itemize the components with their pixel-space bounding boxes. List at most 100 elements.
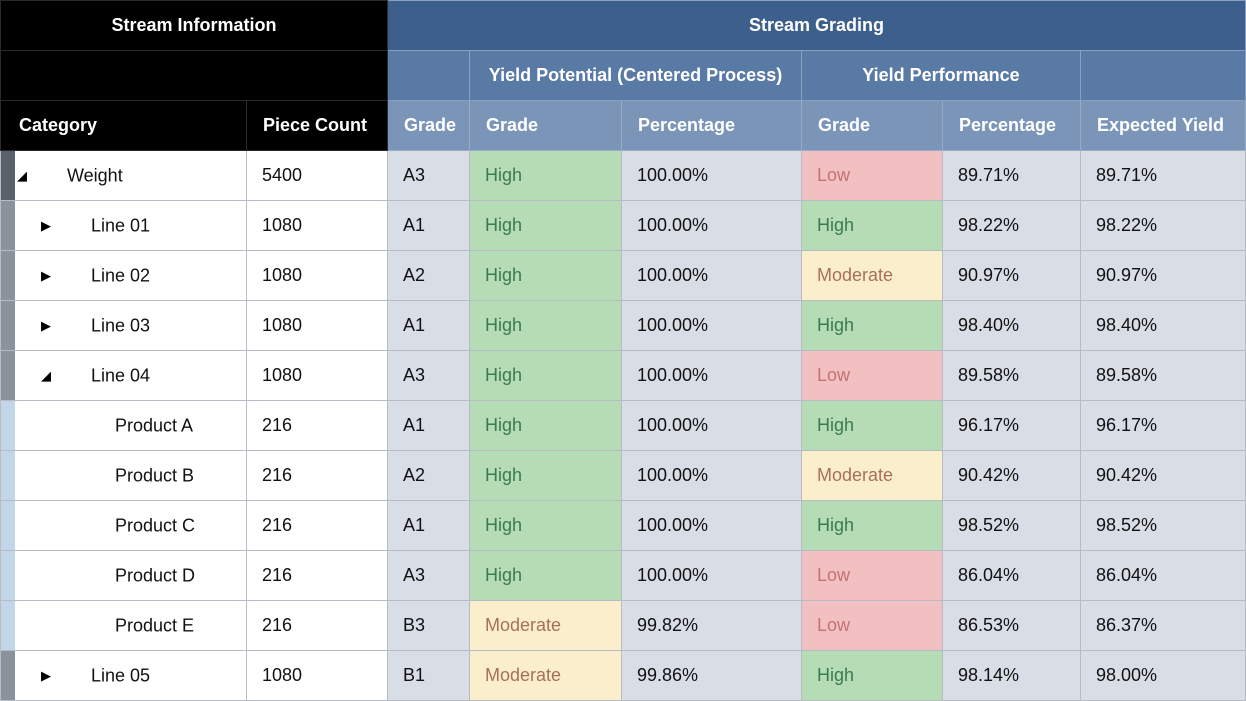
category-label: Weight (67, 165, 123, 185)
row-level-indicator (1, 601, 15, 650)
expand-triangle-icon[interactable]: ▶ (41, 667, 51, 683)
potential-percentage-cell: 100.00% (621, 250, 802, 301)
row-level-indicator (1, 201, 15, 250)
potential-percentage-cell: 100.00% (621, 550, 802, 601)
category-label: Line 05 (91, 665, 151, 685)
potential-percentage-cell: 100.00% (621, 200, 802, 251)
category-label: Line 04 (91, 365, 151, 385)
column-header-potential-percentage[interactable]: Percentage (621, 100, 802, 151)
table-row[interactable]: ◢ Line 04 1080 A3 High 100.00% Low 89.58% 89.58% (0, 350, 1246, 401)
category-label: Line 01 (91, 215, 151, 235)
grade-cell: A3 (387, 550, 470, 601)
grade-cell: A1 (387, 200, 470, 251)
performance-grade-cell: High (801, 500, 943, 551)
row-level-indicator (1, 151, 15, 200)
table-row[interactable]: Product B 216 A2 High 100.00% Moderate 90.42% 9… (0, 450, 1246, 501)
row-level-indicator (1, 651, 15, 700)
expected-yield-cell: 90.97% (1079, 250, 1246, 301)
expected-yield-cell: 96.17% (1079, 400, 1246, 451)
table-row[interactable]: ◢ Weight 5400 A3 High 100.00% Low 89.71% 89.71% (0, 150, 1246, 201)
performance-grade-cell: Low (801, 600, 943, 651)
piece-count-cell: 5400 (246, 150, 388, 201)
category-label: Product C (115, 515, 196, 535)
expected-yield-cell: 98.00% (1079, 650, 1246, 701)
column-header-category[interactable]: Category (0, 100, 247, 151)
expand-triangle-icon[interactable]: ▶ (41, 317, 51, 333)
header-row-1: Stream Information Stream Grading (0, 0, 1246, 51)
collapse-triangle-icon[interactable]: ◢ (17, 167, 27, 183)
grade-cell: A3 (387, 150, 470, 201)
category-cell: Product B (0, 450, 247, 501)
grade-cell: A1 (387, 300, 470, 351)
performance-percentage-cell: 86.04% (942, 550, 1081, 601)
performance-grade-cell: High (801, 400, 943, 451)
expand-triangle-icon[interactable]: ▶ (41, 267, 51, 283)
table-row[interactable]: ▶ Line 05 1080 B1 Moderate 99.86% High 98.14% 98… (0, 650, 1246, 701)
table-row[interactable]: ▶ Line 01 1080 A1 High 100.00% High 98.22% 98.22… (0, 200, 1246, 251)
performance-percentage-cell: 98.40% (942, 300, 1081, 351)
table-row[interactable]: ▶ Line 03 1080 A1 High 100.00% High 98.40% 98.40… (0, 300, 1246, 351)
table-row[interactable]: ▶ Line 02 1080 A2 High 100.00% Moderate 90.97% 9… (0, 250, 1246, 301)
potential-grade-cell: High (469, 500, 622, 551)
category-cell: Product A (0, 400, 247, 451)
grade-cell: B1 (387, 650, 470, 701)
column-header-potential-grade[interactable]: Grade (469, 100, 622, 151)
category-cell: ◢ Weight (0, 150, 247, 201)
row-level-indicator (1, 401, 15, 450)
column-header-grade[interactable]: Grade (387, 100, 470, 151)
potential-grade-cell: Moderate (469, 650, 622, 701)
category-label: Product A (115, 415, 194, 435)
table-row[interactable]: Product E 216 B3 Moderate 99.82% Low 86.53% 86.… (0, 600, 1246, 651)
grade-cell: A2 (387, 450, 470, 501)
potential-grade-cell: High (469, 450, 622, 501)
category-cell: ▶ Line 01 (0, 200, 247, 251)
collapse-triangle-icon[interactable]: ◢ (41, 367, 51, 383)
column-header-performance-grade[interactable]: Grade (801, 100, 943, 151)
category-label: Product D (115, 565, 196, 585)
potential-grade-cell: High (469, 250, 622, 301)
category-cell: Product D (0, 550, 247, 601)
table-row[interactable]: Product C 216 A1 High 100.00% High 98.52% 98.52… (0, 500, 1246, 551)
potential-percentage-cell: 100.00% (621, 450, 802, 501)
column-header-piece-count[interactable]: Piece Count (246, 100, 388, 151)
table-row[interactable]: Product D 216 A3 High 100.00% Low 86.04% 86.04% (0, 550, 1246, 601)
category-label: Line 03 (91, 315, 151, 335)
expected-yield-cell: 89.58% (1079, 350, 1246, 401)
performance-grade-cell: High (801, 200, 943, 251)
piece-count-cell: 216 (246, 600, 388, 651)
table-row[interactable]: Product A 216 A1 High 100.00% High 96.17% 96.17… (0, 400, 1246, 451)
expected-yield-cell: 89.71% (1079, 150, 1246, 201)
stream-grading-header: Stream Grading (386, 0, 1246, 51)
potential-percentage-cell: 99.86% (621, 650, 802, 701)
stream-information-header: Stream Information (0, 0, 388, 51)
column-header-performance-percentage[interactable]: Percentage (942, 100, 1081, 151)
expand-triangle-icon[interactable]: ▶ (41, 217, 51, 233)
potential-percentage-cell: 100.00% (621, 150, 802, 201)
performance-percentage-cell: 98.14% (942, 650, 1081, 701)
performance-grade-cell: Low (801, 350, 943, 401)
potential-grade-cell: High (469, 400, 622, 451)
expected-yield-cell: 90.42% (1079, 450, 1246, 501)
potential-grade-cell: High (469, 350, 622, 401)
potential-percentage-cell: 100.00% (621, 400, 802, 451)
category-label: Product B (115, 465, 195, 485)
category-cell: ▶ Line 05 (0, 650, 247, 701)
row-level-indicator (1, 501, 15, 550)
grade-cell: A2 (387, 250, 470, 301)
performance-grade-cell: Low (801, 150, 943, 201)
performance-percentage-cell: 90.42% (942, 450, 1081, 501)
expected-yield-cell: 86.04% (1079, 550, 1246, 601)
performance-percentage-cell: 96.17% (942, 400, 1081, 451)
category-cell: ▶ Line 03 (0, 300, 247, 351)
performance-grade-cell: High (801, 650, 943, 701)
row-level-indicator (1, 251, 15, 300)
header-row-3: Category Piece Count Grade Grade Percent… (0, 100, 1246, 151)
expected-yield-cell: 98.52% (1079, 500, 1246, 551)
grade-cell: A3 (387, 350, 470, 401)
performance-percentage-cell: 90.97% (942, 250, 1081, 301)
column-header-expected-yield[interactable]: Expected Yield (1079, 100, 1246, 151)
category-cell: Product C (0, 500, 247, 551)
row-level-indicator (1, 451, 15, 500)
performance-percentage-cell: 98.22% (942, 200, 1081, 251)
